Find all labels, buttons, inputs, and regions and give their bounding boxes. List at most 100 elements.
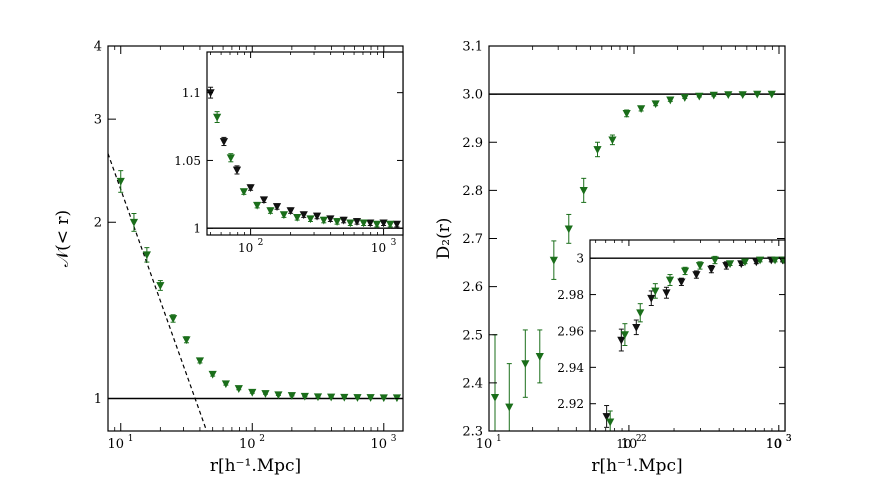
data-point xyxy=(116,177,125,186)
x-tick-label: 10 xyxy=(766,437,781,451)
data-point xyxy=(213,113,222,122)
y-tick-label: 3 xyxy=(576,252,584,266)
data-point xyxy=(738,91,747,100)
y-tick-label: 2 xyxy=(94,216,102,231)
data-point xyxy=(306,215,315,224)
axes-frame xyxy=(107,45,404,432)
data-point xyxy=(359,219,368,228)
plot-area xyxy=(590,240,785,431)
data-point xyxy=(602,413,611,421)
series-green xyxy=(606,255,785,431)
y-tick-label: 2.6 xyxy=(462,280,483,295)
data-point xyxy=(208,370,217,379)
y-tick-label: 2.96 xyxy=(557,324,584,338)
data-point xyxy=(379,394,388,403)
data-point xyxy=(319,216,328,225)
plot-area xyxy=(207,52,403,235)
data-point xyxy=(312,212,322,221)
y-tick-label: 2.94 xyxy=(557,361,584,375)
data-point xyxy=(725,260,735,269)
data-point xyxy=(293,214,302,222)
data-point xyxy=(680,94,689,102)
data-point xyxy=(274,391,283,400)
data-point xyxy=(753,90,762,99)
data-point xyxy=(593,146,602,154)
y-tick-label: 2.98 xyxy=(557,288,584,302)
data-point xyxy=(226,154,235,163)
data-point xyxy=(353,394,362,402)
data-point xyxy=(632,323,641,332)
data-point xyxy=(221,380,230,389)
data-point xyxy=(606,418,615,427)
y-tick-label: 1 xyxy=(94,392,102,407)
data-point xyxy=(253,201,262,210)
data-point xyxy=(666,96,675,105)
x-tick-exponent: 3 xyxy=(786,434,792,444)
y-tick-label: 2.92 xyxy=(557,397,584,411)
data-point xyxy=(246,184,255,192)
data-point xyxy=(327,393,336,402)
plot-content xyxy=(108,153,403,431)
y-tick-label: 1 xyxy=(193,222,201,236)
data-point xyxy=(651,287,660,296)
data-point xyxy=(724,91,733,100)
x-tick-label: 10 xyxy=(107,437,124,452)
x-tick-exponent: 1 xyxy=(128,434,134,444)
data-point xyxy=(695,92,704,101)
data-point xyxy=(156,282,165,290)
x-tick-exponent: 3 xyxy=(391,434,397,444)
x-axis-label: r[h⁻¹.Mpc] xyxy=(210,456,301,476)
data-point xyxy=(710,256,720,265)
data-point xyxy=(767,90,776,99)
plot-content xyxy=(207,86,403,229)
data-point xyxy=(620,331,629,340)
data-point xyxy=(239,188,248,197)
data-point xyxy=(234,385,243,393)
data-point xyxy=(617,336,626,345)
y-axis-label: 𝒩(< r) xyxy=(53,210,73,267)
x-tick-label: 10 xyxy=(616,437,631,451)
data-point xyxy=(286,207,295,216)
data-point xyxy=(346,219,355,228)
data-point xyxy=(287,392,296,400)
data-point xyxy=(326,215,335,224)
data-point xyxy=(692,271,701,279)
panel-left-inset: 1 1.05 1.1 10 2 10 3 xyxy=(174,51,404,255)
data-point xyxy=(219,138,229,146)
x-tick-label: 10 xyxy=(476,437,493,452)
data-point xyxy=(549,256,558,265)
data-point xyxy=(622,110,631,118)
series-green xyxy=(490,90,776,431)
data-point xyxy=(313,393,323,402)
data-point xyxy=(182,336,191,345)
x-tick-exponent: 3 xyxy=(786,434,792,444)
y-tick-label: 2.5 xyxy=(462,328,483,343)
data-point xyxy=(564,225,573,234)
series-green xyxy=(116,170,402,403)
x-tick-exponent: 1 xyxy=(496,434,502,444)
data-point xyxy=(339,216,348,225)
x-tick-label: 10 xyxy=(371,437,388,452)
data-point xyxy=(651,100,660,109)
data-point xyxy=(300,392,309,401)
axes-frame xyxy=(589,239,786,432)
data-point xyxy=(142,251,151,260)
data-point xyxy=(279,211,288,220)
data-point xyxy=(366,219,375,228)
data-point xyxy=(709,91,718,100)
y-tick-label: 2.7 xyxy=(462,232,483,247)
axes-frame xyxy=(206,51,404,236)
series-green xyxy=(213,111,395,229)
data-point xyxy=(379,219,388,228)
y-tick-label: 3.1 xyxy=(462,40,483,55)
y-axis-label: D₂(r) xyxy=(434,218,454,260)
y-tick-label: 1.1 xyxy=(182,86,201,100)
series-black xyxy=(207,86,401,229)
data-point xyxy=(740,258,750,267)
data-point xyxy=(272,203,282,211)
data-point xyxy=(372,220,382,229)
x-tick-exponent: 2 xyxy=(259,434,265,444)
plot-content xyxy=(590,255,785,431)
y-tick-label: 3 xyxy=(94,113,102,128)
